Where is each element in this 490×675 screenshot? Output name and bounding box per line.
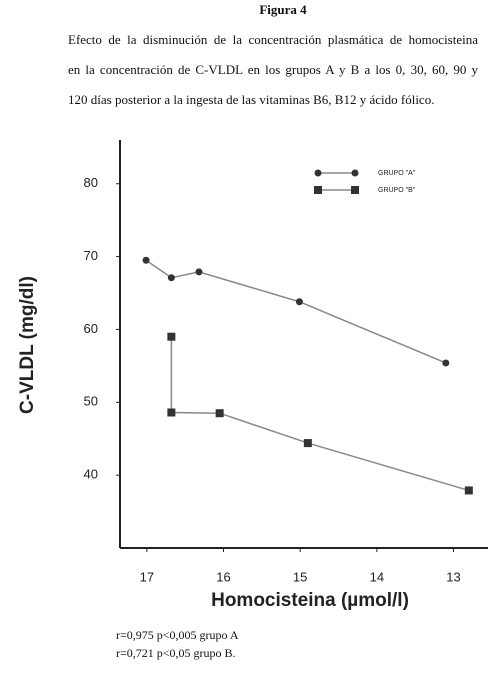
figure-label: Figura 4 bbox=[259, 2, 307, 17]
stat-note: r=0,721 p<0,05 grupo B. bbox=[116, 646, 236, 660]
y-tick-label: 40 bbox=[84, 467, 98, 482]
stat-note: r=0,975 p<0,005 grupo A bbox=[116, 628, 239, 642]
x-tick-label: 16 bbox=[216, 569, 230, 584]
x-tick-label: 17 bbox=[140, 569, 154, 584]
marker bbox=[195, 268, 203, 276]
marker bbox=[303, 439, 312, 448]
legend-marker bbox=[351, 186, 359, 194]
marker bbox=[142, 256, 150, 264]
caption-line: 120 días posterior a la ingesta de las v… bbox=[68, 92, 435, 107]
marker bbox=[167, 408, 176, 417]
marker bbox=[295, 298, 303, 306]
series-line bbox=[145, 259, 447, 364]
y-tick-label: 60 bbox=[84, 321, 98, 336]
x-tick-label: 15 bbox=[293, 569, 307, 584]
marker bbox=[442, 359, 450, 367]
legend-label: GRUPO "B" bbox=[378, 187, 416, 194]
legend-marker bbox=[351, 169, 359, 177]
y-tick-label: 70 bbox=[84, 248, 98, 263]
y-axis-label: C-VLDL (mg/dl) bbox=[17, 276, 38, 414]
marker bbox=[215, 409, 224, 418]
caption-line: en la concentración de C-VLDL en los gru… bbox=[68, 62, 478, 77]
marker bbox=[167, 332, 176, 341]
x-tick-label: 13 bbox=[446, 569, 460, 584]
y-tick-label: 50 bbox=[84, 394, 98, 409]
caption-line: Efecto de la disminución de la concentra… bbox=[68, 32, 478, 47]
marker bbox=[167, 274, 175, 282]
x-axis-label: Homocisteina (µmol/l) bbox=[211, 590, 409, 611]
marker bbox=[464, 486, 473, 495]
legend-marker bbox=[314, 169, 322, 177]
x-tick-label: 14 bbox=[370, 569, 384, 584]
y-tick-label: 80 bbox=[84, 175, 98, 190]
legend-label: GRUPO "A" bbox=[378, 170, 416, 177]
legend-marker bbox=[314, 186, 322, 194]
